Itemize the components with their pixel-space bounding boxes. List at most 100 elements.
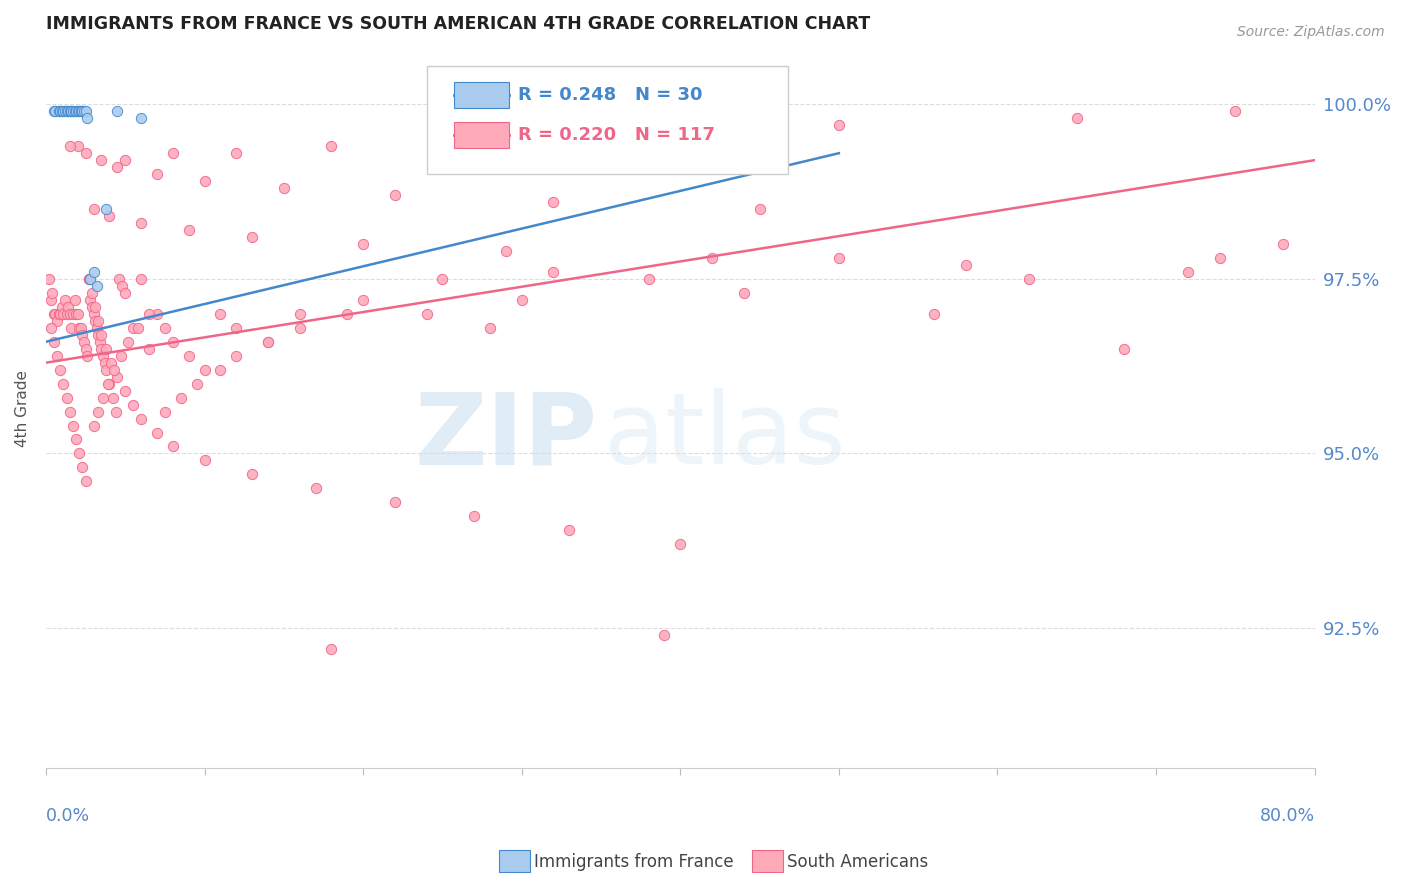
Point: [153, 320, 176, 334]
Point: [70, 104, 93, 119]
Point: [1271, 237, 1294, 252]
Text: R = 0.220   N = 117: R = 0.220 N = 117: [517, 126, 714, 144]
Point: [543, 265, 565, 279]
Point: [59, 104, 82, 119]
Point: [84, 300, 107, 314]
Point: [44, 307, 66, 321]
Point: [138, 307, 160, 321]
Point: [67, 104, 90, 119]
Point: [129, 216, 152, 230]
Point: [73, 104, 96, 119]
Point: [103, 362, 125, 376]
Point: [76, 112, 98, 126]
Point: [186, 376, 208, 391]
Point: [53, 293, 76, 307]
Point: [87, 327, 110, 342]
Point: [146, 307, 169, 321]
Point: [352, 293, 374, 307]
Point: [72, 327, 94, 342]
Point: [66, 139, 89, 153]
Text: Immigrants from France: Immigrants from France: [534, 853, 734, 871]
Point: [97, 376, 120, 391]
Point: [117, 334, 139, 349]
Point: [89, 334, 111, 349]
Text: R = 0.248   N = 30: R = 0.248 N = 30: [517, 87, 703, 104]
Point: [637, 272, 659, 286]
Point: [53, 104, 76, 119]
Point: [654, 628, 676, 642]
Point: [321, 139, 343, 153]
Point: [177, 349, 200, 363]
Point: [288, 320, 311, 334]
Point: [55, 391, 77, 405]
Point: [225, 146, 247, 161]
Point: [75, 475, 97, 489]
Point: [96, 202, 118, 216]
Text: Source: ZipAtlas.com: Source: ZipAtlas.com: [1237, 25, 1385, 39]
Point: [100, 356, 122, 370]
Point: [162, 146, 184, 161]
Point: [748, 202, 770, 216]
Point: [83, 202, 105, 216]
Point: [114, 384, 136, 398]
Point: [56, 104, 79, 119]
Point: [240, 230, 263, 244]
Point: [87, 404, 110, 418]
Point: [146, 425, 169, 440]
Point: [60, 104, 83, 119]
Point: [62, 104, 84, 119]
Point: [129, 272, 152, 286]
Point: [146, 167, 169, 181]
Point: [77, 272, 100, 286]
Y-axis label: 4th Grade: 4th Grade: [15, 369, 30, 447]
Point: [288, 307, 311, 321]
Point: [108, 272, 131, 286]
Point: [225, 320, 247, 334]
Point: [83, 307, 105, 321]
Point: [101, 391, 124, 405]
Point: [67, 320, 90, 334]
Point: [86, 278, 108, 293]
Point: [352, 237, 374, 252]
Point: [828, 118, 851, 132]
Point: [65, 307, 87, 321]
Point: [51, 300, 73, 314]
Point: [447, 146, 470, 161]
Point: [52, 104, 75, 119]
Point: [105, 160, 128, 174]
Point: [73, 334, 96, 349]
Point: [46, 314, 69, 328]
Point: [177, 223, 200, 237]
Point: [63, 104, 86, 119]
Point: [49, 307, 72, 321]
Point: [669, 537, 692, 551]
Point: [96, 362, 118, 376]
Point: [44, 104, 66, 119]
Point: [87, 314, 110, 328]
Point: [70, 104, 93, 119]
Point: [79, 293, 101, 307]
Point: [59, 139, 82, 153]
Point: [52, 307, 75, 321]
Point: [257, 334, 280, 349]
Point: [122, 398, 145, 412]
Point: [955, 258, 977, 272]
Point: [637, 146, 659, 161]
Point: [432, 272, 454, 286]
Point: [59, 307, 82, 321]
Point: [193, 362, 215, 376]
Point: [56, 300, 79, 314]
Point: [90, 327, 112, 342]
Point: [129, 112, 152, 126]
Text: IMMIGRANTS FROM FRANCE VS SOUTH AMERICAN 4TH GRADE CORRELATION CHART: IMMIGRANTS FROM FRANCE VS SOUTH AMERICAN…: [46, 15, 870, 33]
Point: [75, 104, 97, 119]
Point: [558, 523, 581, 537]
Point: [1066, 112, 1088, 126]
Point: [48, 104, 70, 119]
Point: [90, 342, 112, 356]
Point: [62, 307, 84, 321]
Point: [114, 285, 136, 300]
Point: [66, 307, 89, 321]
Point: [63, 293, 86, 307]
Point: [193, 453, 215, 467]
